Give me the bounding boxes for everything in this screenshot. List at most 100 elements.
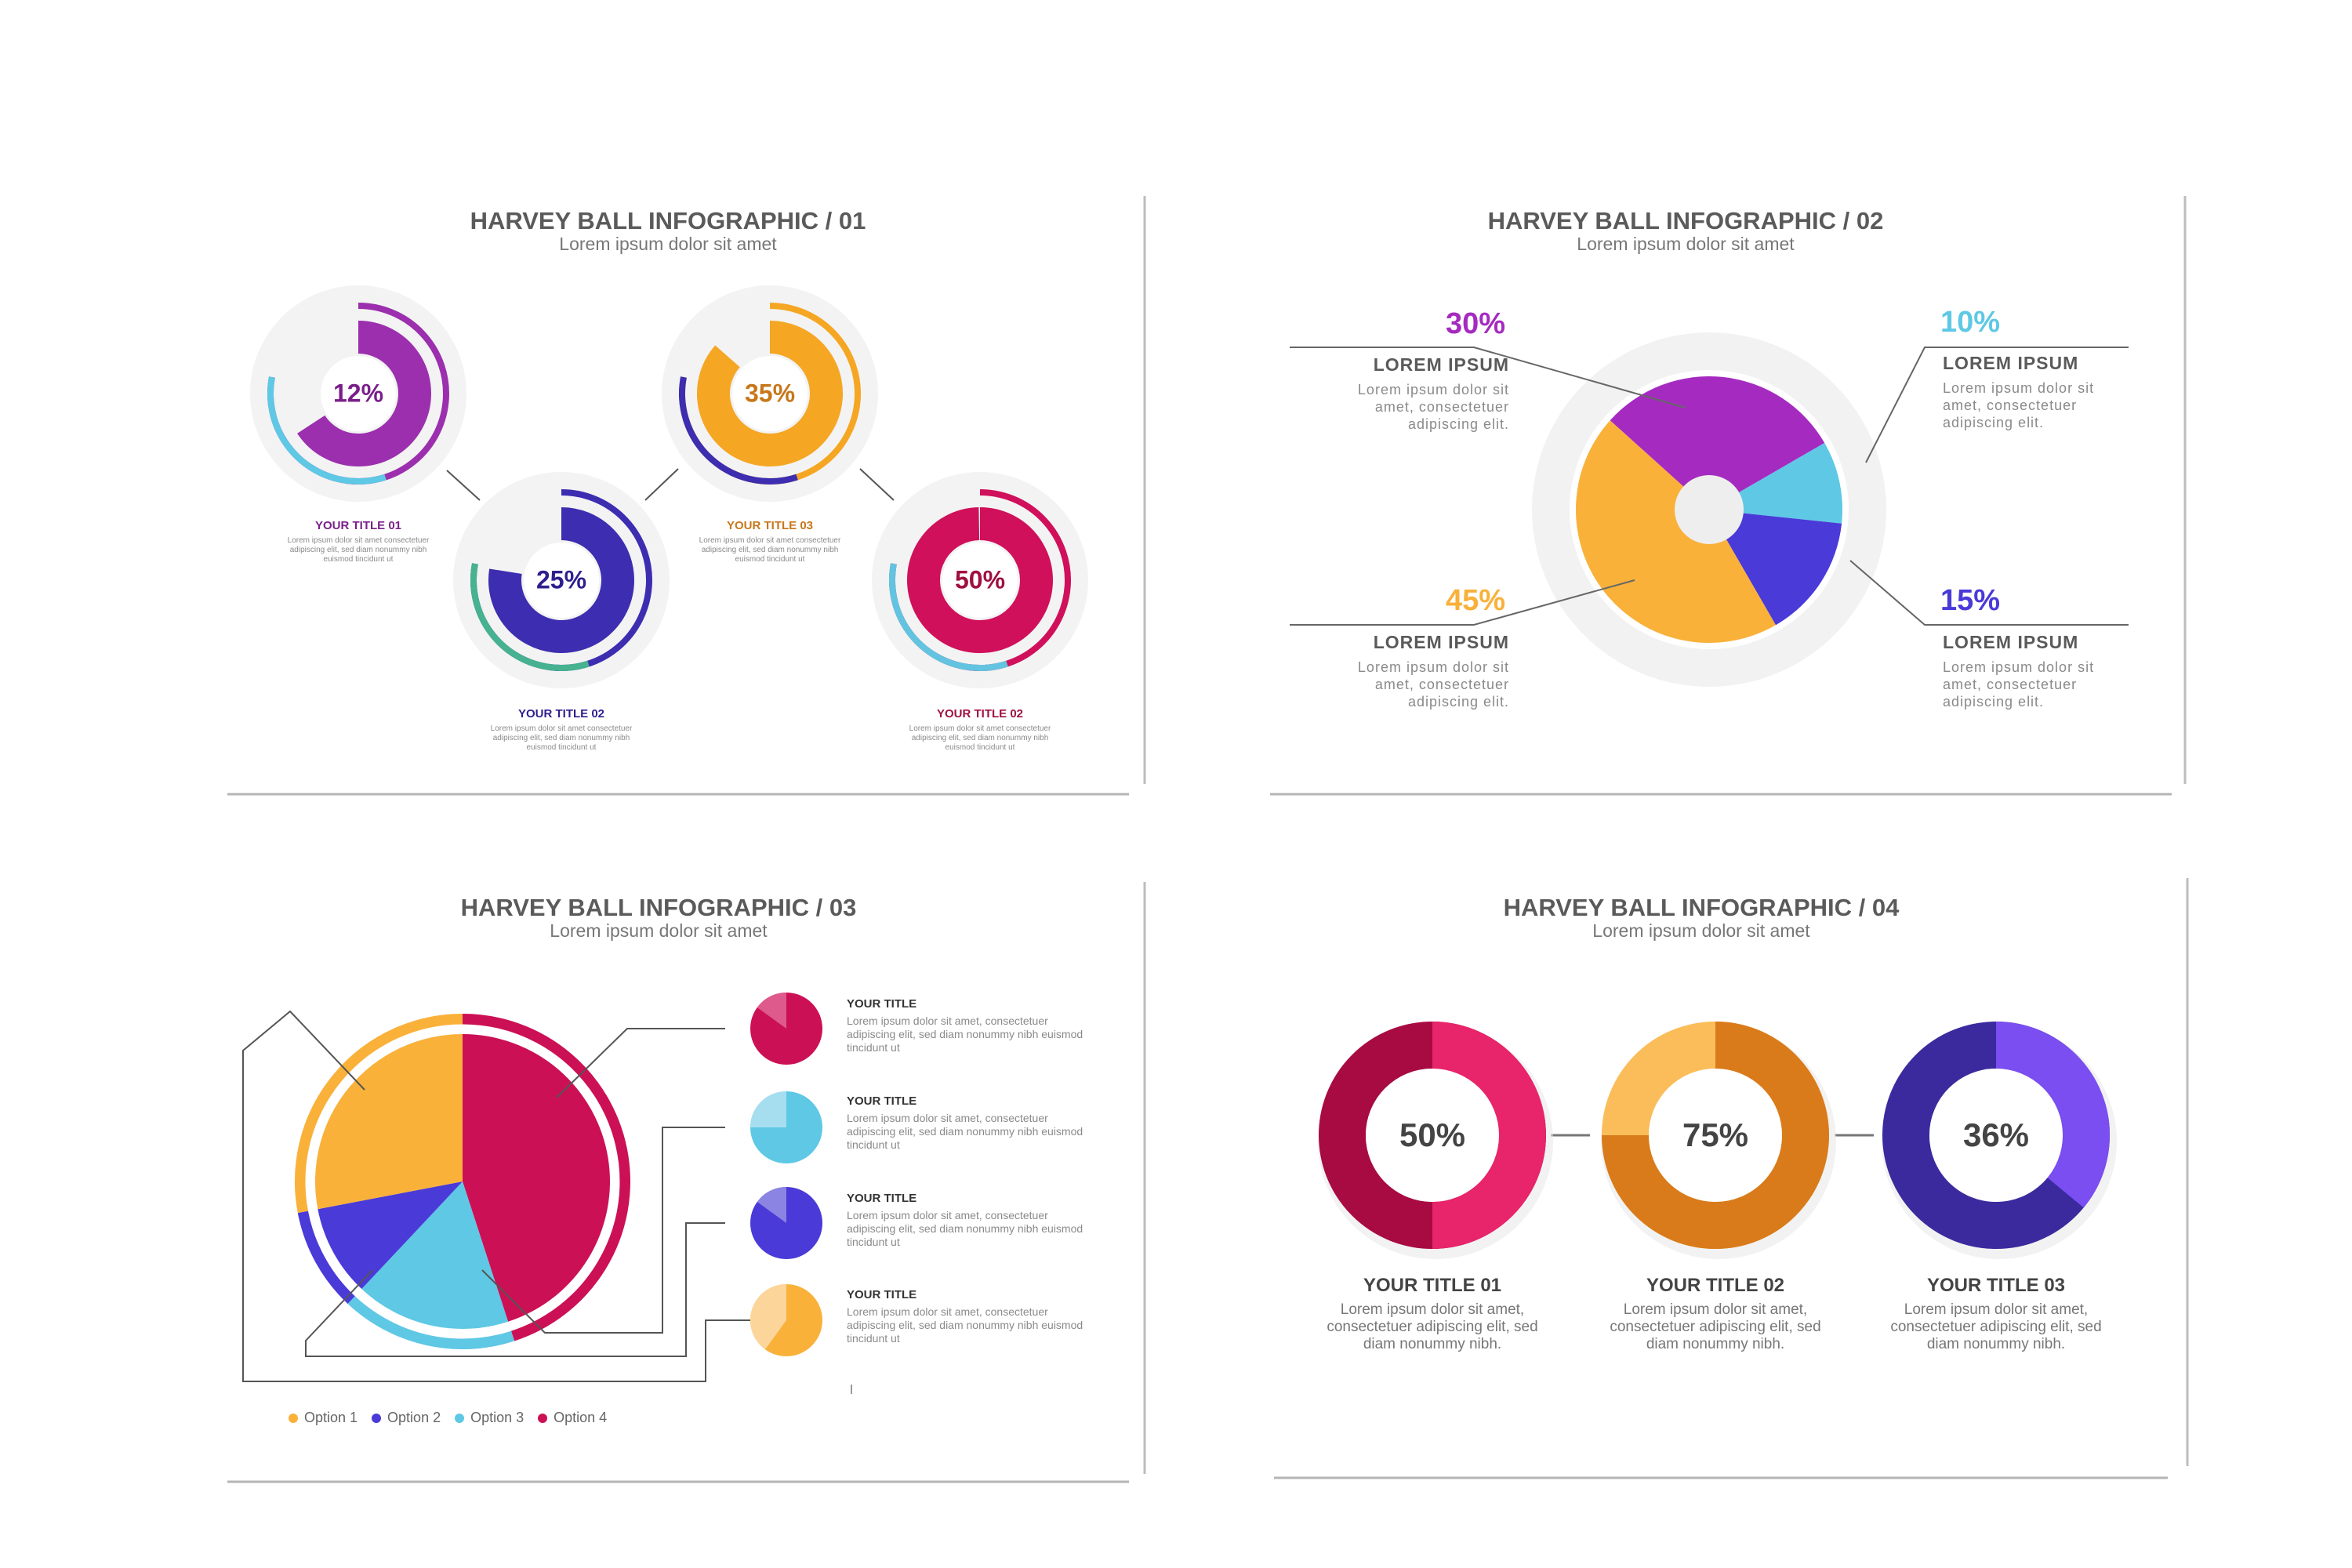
legend-swatch xyxy=(538,1413,548,1423)
percent-label: 15% xyxy=(1940,584,2001,617)
harvey-ball-segment xyxy=(750,1284,786,1350)
pie-slice xyxy=(314,1034,463,1210)
slice-label: LOREM IPSUM xyxy=(1373,632,1509,652)
percent-label: 50% xyxy=(954,565,1006,594)
page-title: HARVEY BALL INFOGRAPHIC / 01 xyxy=(470,207,866,234)
page-subtitle: Lorem ipsum dolor sit amet xyxy=(550,920,768,941)
page-title: HARVEY BALL INFOGRAPHIC / 03 xyxy=(460,894,857,921)
item-description: Lorem ipsum dolor sit amet consectetuer … xyxy=(287,536,430,564)
panel1-graphics xyxy=(227,196,1146,796)
donut-center xyxy=(1366,1069,1499,1202)
pie-slice xyxy=(1709,510,1842,626)
item-description: Lorem ipsum dolor sit amet consectetuer … xyxy=(490,724,633,752)
leader-line xyxy=(1290,579,1635,626)
pie-slice xyxy=(1576,420,1776,643)
panel3-graphics xyxy=(227,882,1146,1483)
legend-swatch xyxy=(289,1413,298,1423)
slice-description: Lorem ipsum dolor sit amet, consectetuer… xyxy=(1357,382,1509,432)
slice-label: LOREM IPSUM xyxy=(1373,354,1509,375)
connector-line xyxy=(644,468,679,501)
pie-outer-ring xyxy=(295,1014,463,1214)
donut-value-arc xyxy=(1602,1022,1829,1249)
donut-value-arc xyxy=(1995,1022,2110,1208)
page-subtitle: Lorem ipsum dolor sit amet xyxy=(559,234,777,254)
page-title: HARVEY BALL INFOGRAPHIC / 02 xyxy=(1487,207,1884,234)
slice-label: LOREM IPSUM xyxy=(1943,353,2079,373)
item-title: YOUR TITLE xyxy=(847,1192,917,1205)
percent-label: 10% xyxy=(1940,306,2001,339)
item-description: Lorem ipsum dolor sit amet, consectetuer… xyxy=(847,1209,1083,1248)
gauge-center xyxy=(942,543,1018,618)
gauge-value-ring xyxy=(907,507,1053,653)
gauge-outer-ring-accent xyxy=(889,563,1008,671)
donut-value-arc xyxy=(1432,1022,1546,1249)
item-description: Lorem ipsum dolor sit amet consectetuer … xyxy=(909,724,1051,752)
legend-label: Option 3 xyxy=(470,1410,524,1425)
leader-line xyxy=(1849,560,2129,626)
leader-line xyxy=(1290,347,1686,408)
gauge-value-ring xyxy=(297,321,431,466)
item-title: YOUR TITLE 02 xyxy=(517,707,605,720)
legend-item: Option 2 xyxy=(372,1410,441,1426)
panel-harvey-02: HARVEY BALL INFOGRAPHIC / 02 Lorem ipsum… xyxy=(1176,0,2352,796)
item-title: YOUR TITLE 01 xyxy=(1363,1275,1502,1296)
slice-description: Lorem ipsum dolor sit amet, consectetuer… xyxy=(1357,659,1509,710)
item-description: Lorem ipsum dolor sit amet, consectetuer… xyxy=(847,1305,1083,1345)
slice-label: LOREM IPSUM xyxy=(1943,632,2079,652)
item-title: YOUR TITLE xyxy=(847,997,917,1011)
percent-label: 30% xyxy=(1445,307,1505,340)
legend-label: Option 1 xyxy=(304,1410,358,1425)
legend-label: Option 4 xyxy=(554,1410,608,1425)
item-description: Lorem ipsum dolor sit amet, consectetuer… xyxy=(847,1112,1083,1151)
tick-mark xyxy=(851,1385,852,1394)
item-title: YOUR TITLE 03 xyxy=(726,519,814,532)
slice-description: Lorem ipsum dolor sit amet, consectetuer… xyxy=(1943,380,2095,430)
panel-harvey-03: HARVEY BALL INFOGRAPHIC / 03 Lorem ipsum… xyxy=(0,784,1176,1568)
legend-item: Option 4 xyxy=(538,1410,607,1426)
item-title: YOUR TITLE 01 xyxy=(314,519,402,532)
page-subtitle: Lorem ipsum dolor sit amet xyxy=(1577,234,1795,254)
connector-line xyxy=(556,1028,725,1098)
legend-item: Option 1 xyxy=(289,1410,358,1426)
pie-slice xyxy=(318,1181,463,1290)
percent-label: 75% xyxy=(1682,1116,1749,1153)
panel4-graphics xyxy=(1274,878,2189,1479)
pie-slice xyxy=(361,1181,509,1329)
pie-separator-ring xyxy=(305,1024,620,1339)
gauge-value-ring xyxy=(697,321,843,466)
harvey-ball-segment xyxy=(757,993,786,1029)
percent-label: 35% xyxy=(744,379,796,408)
legend-swatch xyxy=(372,1413,382,1423)
connector-line xyxy=(305,1222,725,1357)
item-title: YOUR TITLE 02 xyxy=(936,707,1024,720)
donut-center xyxy=(1649,1069,1782,1202)
legend-label: Option 2 xyxy=(387,1410,441,1425)
item-title: YOUR TITLE 03 xyxy=(1926,1275,2066,1296)
leader-line xyxy=(1865,347,2129,463)
donut-center xyxy=(1929,1069,2063,1202)
gauge-outer-ring-accent xyxy=(267,376,387,485)
item-title: YOUR TITLE 02 xyxy=(1646,1275,1785,1296)
connector-line xyxy=(481,1127,725,1334)
percent-label: 50% xyxy=(1399,1116,1466,1153)
connector-line xyxy=(242,1010,760,1382)
item-title: YOUR TITLE xyxy=(847,1288,917,1301)
harvey-ball-segment xyxy=(750,1091,786,1127)
gauge-center xyxy=(524,543,599,618)
gauge-outer-ring-accent xyxy=(470,563,590,671)
item-description: Lorem ipsum dolor sit amet, consectetuer… xyxy=(1327,1301,1538,1352)
panel2-graphics xyxy=(1270,196,2187,796)
percent-label: 25% xyxy=(535,565,587,594)
percent-label: 12% xyxy=(332,379,384,408)
connector-line xyxy=(859,468,895,501)
gauge-outer-ring-accent xyxy=(679,376,798,485)
gauge-center xyxy=(321,356,396,431)
item-title: YOUR TITLE xyxy=(847,1094,917,1108)
harvey-ball-segment xyxy=(757,1187,786,1223)
connector-line xyxy=(446,470,481,501)
panel-harvey-04: HARVEY BALL INFOGRAPHIC / 04 Lorem ipsum… xyxy=(1176,784,2352,1568)
panel-harvey-01: HARVEY BALL INFOGRAPHIC / 01 Lorem ipsum… xyxy=(0,0,1176,796)
pie-outer-ring xyxy=(347,1294,515,1349)
pie-outer-ring xyxy=(462,1014,630,1341)
item-description: Lorem ipsum dolor sit amet, consectetuer… xyxy=(847,1014,1083,1054)
